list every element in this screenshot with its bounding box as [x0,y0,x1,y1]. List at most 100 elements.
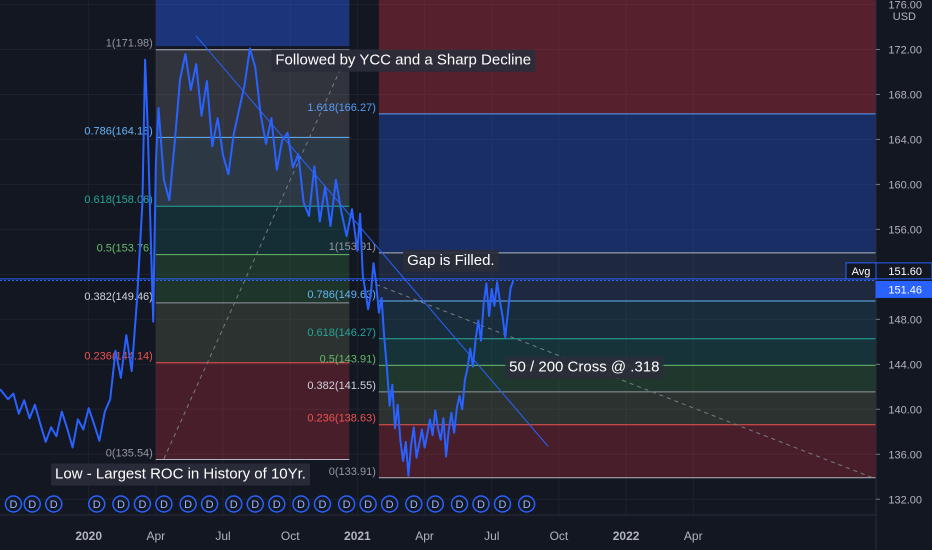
currency-unit: USD [893,11,916,23]
dividend-circle [23,495,41,513]
price-series [0,47,515,477]
x-tick-label: Apr [415,529,434,543]
trend-line [163,49,350,459]
annotation: Followed by YCC and a Sharp Decline [271,49,536,72]
fib-level-label: 0.5(153.76) [97,243,153,255]
fib-level-label: 1.618(166.27) [307,102,376,114]
price-label: Avg 151.60 [845,262,932,280]
dividend-marker: D [517,495,536,513]
dividend-glyph: D [297,499,305,511]
dividend-marker: D [133,495,152,513]
fib-level-label: 0.618(158.06) [84,194,153,206]
annotation-text: 50 / 200 Cross @ .318 [509,359,659,376]
annotation-box [505,356,664,379]
dividend-circle [450,495,469,513]
dividend-marker: D [359,495,377,513]
y-tick-label: 136.00 [888,449,922,461]
x-tick-label: Apr [147,529,166,543]
fib-level-label: 0.236(138.63) [307,413,376,425]
dividend-marker: D [112,495,130,513]
dividend-circle [246,495,265,513]
y-tick-label: 132.00 [888,494,922,506]
fib-level-label: 0.786(149.63) [307,289,376,301]
dividend-marker: D [179,495,197,513]
x-tick-label: 2021 [344,529,371,543]
price-label-prefix: Avg [852,266,871,278]
dividend-marker: D [450,495,469,513]
trend-line [195,35,549,447]
annotations: Followed by YCC and a Sharp Decline Gap i… [51,49,664,486]
fib-level-label: 1(153.91) [329,241,376,253]
y-tick-label: 140.00 [888,404,922,416]
dividend-circle [112,495,130,513]
fib-level-label: 1(171.98) [106,38,153,50]
x-tick-label: Oct [281,529,300,543]
fib-level-label: 0(135.54) [106,447,153,459]
annotation-text: Gap is Filled. [407,252,495,269]
dividend-circle [337,495,356,513]
dividend-circle [225,495,243,513]
dividend-glyph: D [93,499,101,511]
dividend-glyph: D [206,499,214,511]
dividend-circle [313,495,332,513]
dividend-circle [200,495,219,513]
dividend-glyph: D [50,499,58,511]
dividend-marker: D [44,495,63,513]
dividend-circle [4,495,23,513]
dividend-glyph: D [160,499,168,511]
x-tick-label: 2020 [75,529,102,543]
fib-zone [155,362,350,460]
dividend-circle [405,495,423,513]
fib-zone [378,424,876,478]
fibonacci-retracements: 1(171.98) 0.786(164.18) 0.618(158.06) 0.5(1… [84,0,876,479]
dividend-circle [426,495,445,513]
dividend-glyph: D [138,499,146,511]
fib-zone [155,302,350,363]
dividend-marker: D [472,495,490,513]
dividend-marker: D [493,495,512,513]
dividend-marker: D [313,495,332,513]
fib-zone [378,391,876,425]
dividend-glyph: D [431,499,439,511]
dividend-glyph: D [251,499,259,511]
dividend-glyph: D [523,499,531,511]
annotation: Gap is Filled. [403,249,499,272]
dividend-circle [359,495,377,513]
dividend-glyph: D [386,499,394,511]
dividend-marker: D [380,495,399,513]
fib-set: 1(171.98) 0.786(164.18) 0.618(158.06) 0.5(1… [84,38,350,460]
drawing-lines [0,35,877,480]
dividend-marker: D [200,495,219,513]
dividend-glyph: D [28,499,36,511]
y-tick-label: 168.00 [888,89,922,101]
x-tick-label: Jul [484,529,499,543]
fib-level-label: 0.236(144.14) [84,351,153,363]
dividend-marker: D [4,495,23,513]
annotation: 50 / 200 Cross @ .318 [505,356,664,379]
price-label-box [875,262,932,280]
annotation: Low - Largest ROC in History of 10Yr. [51,463,310,486]
dividend-circle [179,495,197,513]
dividend-circle [133,495,152,513]
dividend-marker: D [405,495,423,513]
dividend-marker: D [225,495,243,513]
dividend-marker: D [246,495,265,513]
price-label-box [875,280,932,298]
dividend-circle [268,495,286,513]
price-label-value: 151.46 [888,284,922,296]
dividend-marker: D [268,495,286,513]
dividend-circle [517,495,536,513]
dividend-glyph: D [364,499,372,511]
annotation-box [271,49,536,72]
fib-set: 1.618(166.27) 1(153.91) 0.786(149.63) 0.618… [307,102,876,479]
y-tick-label: 176.00 [888,0,922,11]
x-tick-label: Oct [550,529,569,543]
fib-level-label: 0.382(141.55) [307,380,376,392]
dividend-marker: D [87,495,106,513]
annotation-text: Low - Largest ROC in History of 10Yr. [55,465,306,482]
y-tick-label: 160.00 [888,179,922,191]
y-tick-label: 156.00 [888,224,922,236]
